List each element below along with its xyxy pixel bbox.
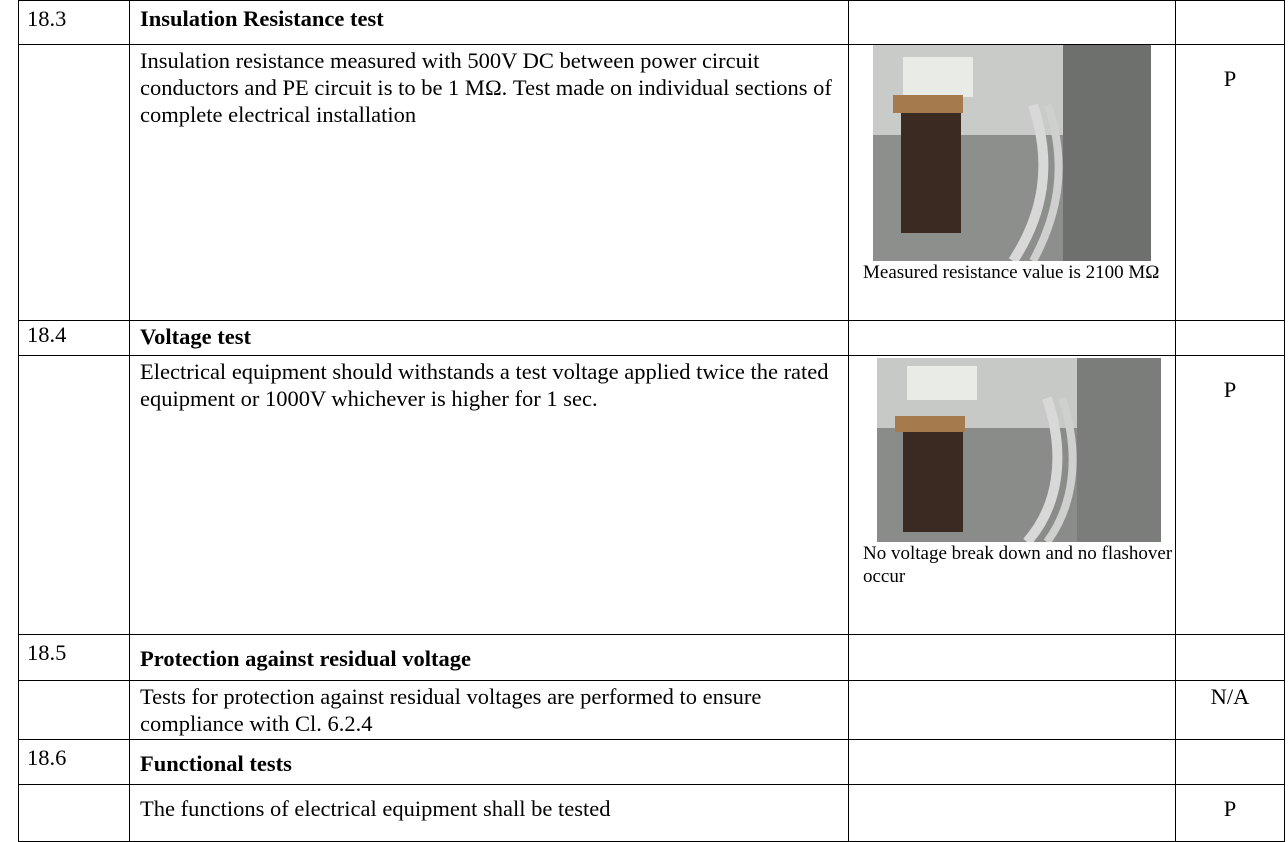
section-title: Functional tests bbox=[130, 740, 849, 785]
cell bbox=[1176, 321, 1285, 356]
cell bbox=[849, 740, 1176, 785]
section-title: Voltage test bbox=[130, 321, 849, 356]
clause: 18.5 bbox=[19, 635, 130, 681]
row: 18.4 Voltage test bbox=[19, 321, 1285, 356]
cell bbox=[849, 635, 1176, 681]
row: 18.3 Insulation Resistance test bbox=[19, 1, 1285, 45]
remark: No voltage break down and no flashover o… bbox=[849, 542, 1175, 588]
requirement: Insulation resistance measured with 500V… bbox=[130, 45, 849, 321]
cell bbox=[19, 356, 130, 635]
cell bbox=[19, 681, 130, 740]
requirement: Electrical equipment should withstands a… bbox=[130, 356, 849, 635]
clause: 18.3 bbox=[19, 1, 130, 45]
page-body: 18.3 Insulation Resistance test Insulati… bbox=[0, 0, 1288, 840]
cell bbox=[1176, 635, 1285, 681]
row: 18.6 Functional tests bbox=[19, 740, 1285, 785]
verdict: P bbox=[1176, 45, 1285, 321]
requirement: Tests for protection against residual vo… bbox=[130, 681, 849, 740]
cell bbox=[849, 321, 1176, 356]
row: Tests for protection against residual vo… bbox=[19, 681, 1285, 740]
test-photo bbox=[877, 358, 1161, 542]
verdict: N/A bbox=[1176, 681, 1285, 740]
remark: Measured resistance value is 2100 MΩ bbox=[849, 261, 1175, 284]
row: The functions of electrical equipment sh… bbox=[19, 785, 1285, 842]
cell bbox=[1176, 1, 1285, 45]
row: 18.5 Protection against residual voltage bbox=[19, 635, 1285, 681]
verdict: P bbox=[1176, 785, 1285, 842]
cell bbox=[19, 785, 130, 842]
section-title: Insulation Resistance test bbox=[130, 1, 849, 45]
cell: Measured resistance value is 2100 MΩ bbox=[849, 45, 1176, 321]
cell bbox=[1176, 740, 1285, 785]
section-title: Protection against residual voltage bbox=[130, 635, 849, 681]
page: {"table": {"rows": [ {"clause": "18.3", … bbox=[0, 0, 1288, 840]
requirement: The functions of electrical equipment sh… bbox=[130, 785, 849, 842]
row: Insulation resistance measured with 500V… bbox=[19, 45, 1285, 321]
cell: No voltage break down and no flashover o… bbox=[849, 356, 1176, 635]
row: Electrical equipment should withstands a… bbox=[19, 356, 1285, 635]
clause: 18.4 bbox=[19, 321, 130, 356]
test-photo bbox=[873, 45, 1151, 261]
cell bbox=[849, 1, 1176, 45]
test-table: 18.3 Insulation Resistance test Insulati… bbox=[18, 0, 1285, 842]
cell bbox=[19, 45, 130, 321]
cell bbox=[849, 785, 1176, 842]
cell bbox=[849, 681, 1176, 740]
clause: 18.6 bbox=[19, 740, 130, 785]
verdict: P bbox=[1176, 356, 1285, 635]
